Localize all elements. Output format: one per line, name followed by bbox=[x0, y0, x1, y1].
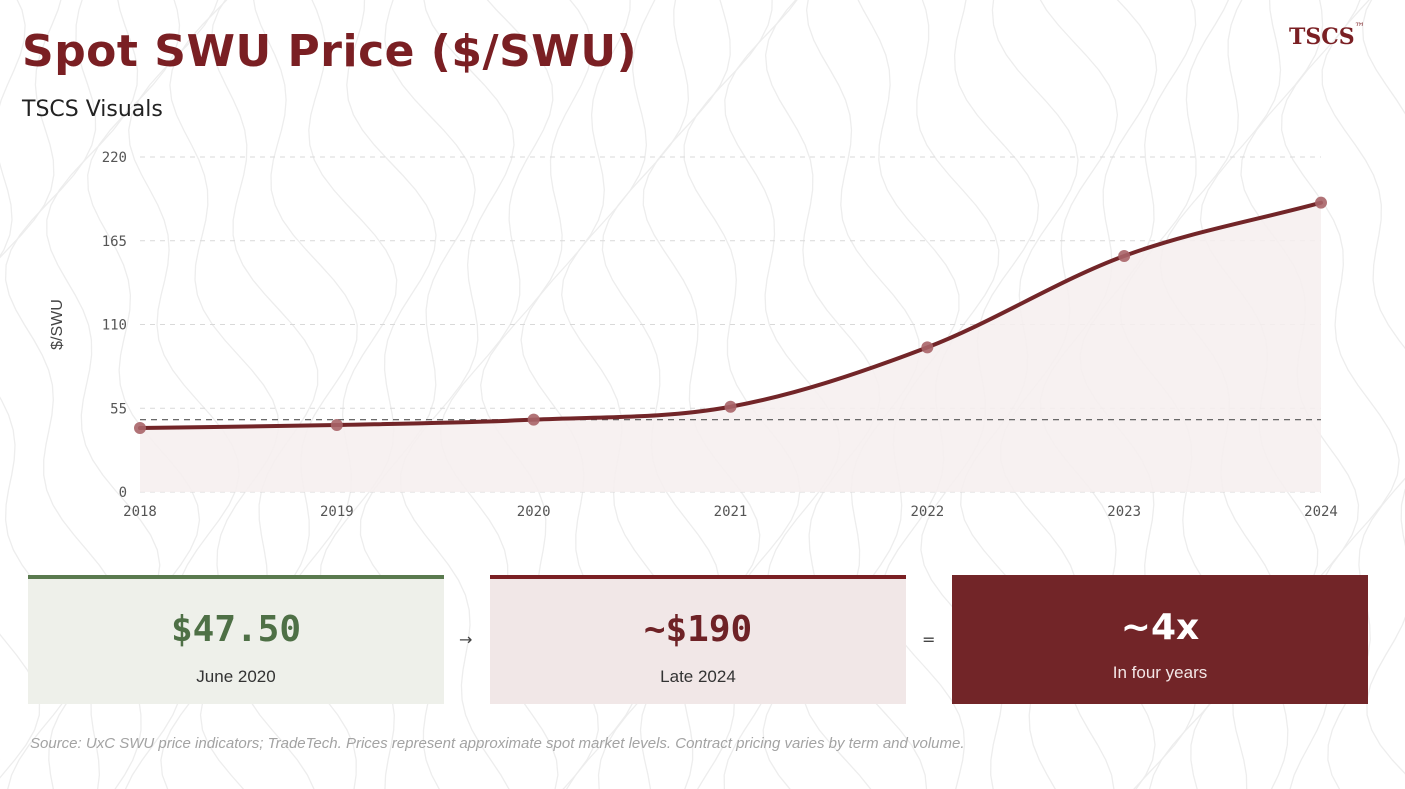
card-start-price: $47.50 June 2020 bbox=[28, 575, 444, 704]
data-point bbox=[1315, 196, 1327, 209]
y-tick-label: 55 bbox=[110, 401, 127, 417]
contour-line bbox=[0, 0, 41, 779]
area-fill bbox=[140, 202, 1321, 492]
card-multiplier: ~4x In four years bbox=[952, 575, 1368, 704]
page-subtitle: TSCS Visuals bbox=[22, 97, 163, 122]
y-axis-label: $/SWU bbox=[49, 299, 66, 350]
y-tick-label: 0 bbox=[119, 485, 127, 501]
card-end-price: ~$190 Late 2024 bbox=[490, 575, 906, 704]
x-tick-label: 2021 bbox=[714, 504, 748, 520]
data-point bbox=[724, 400, 737, 413]
card-multiplier-value: ~4x bbox=[1120, 607, 1200, 648]
x-tick-label: 2018 bbox=[123, 504, 157, 520]
data-point bbox=[1118, 249, 1131, 262]
contour-line bbox=[1361, 0, 1405, 775]
price-chart: 0 55 110 165 220 2018 2019 2020 2021 2022 2023 2024… bbox=[49, 150, 1338, 520]
contour-line bbox=[399, 0, 515, 789]
card-end-value: ~$190 bbox=[643, 609, 753, 650]
card-start-caption: June 2020 bbox=[196, 667, 276, 686]
y-tick-label: 110 bbox=[102, 318, 127, 334]
data-point bbox=[330, 419, 343, 431]
data-point bbox=[527, 413, 540, 426]
data-point bbox=[134, 422, 146, 435]
x-tick-label: 2023 bbox=[1107, 504, 1141, 520]
card-multiplier-caption: In four years bbox=[1112, 663, 1208, 682]
x-tick-label: 2022 bbox=[910, 504, 944, 520]
data-point bbox=[921, 341, 934, 354]
brand-logo: TSCS™ bbox=[1289, 22, 1365, 50]
card-end-caption: Late 2024 bbox=[660, 667, 736, 686]
x-tick-label: 2019 bbox=[320, 504, 354, 520]
x-tick-label: 2024 bbox=[1304, 504, 1338, 520]
x-tick-label: 2020 bbox=[517, 504, 551, 520]
page-title: Spot SWU Price ($/SWU) bbox=[22, 26, 638, 77]
arrow-operator: → bbox=[459, 630, 473, 649]
source-note: Source: UxC SWU price indicators; TradeT… bbox=[30, 735, 965, 752]
y-tick-label: 220 bbox=[102, 150, 127, 166]
y-tick-label: 165 bbox=[102, 234, 127, 250]
card-start-value: $47.50 bbox=[170, 609, 302, 650]
equals-operator: = bbox=[922, 630, 936, 649]
